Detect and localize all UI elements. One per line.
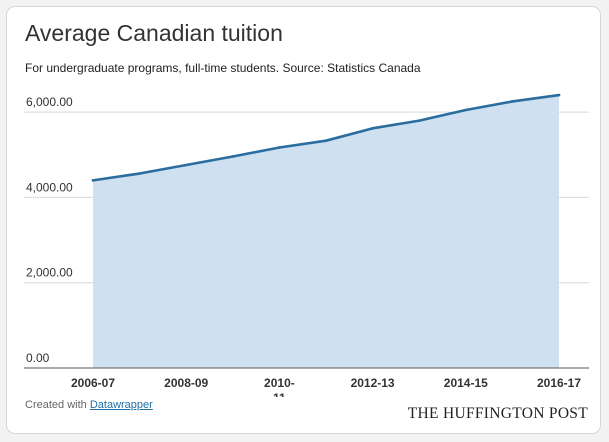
data-point xyxy=(91,179,95,182)
x-tick-label: 2008-09 xyxy=(164,376,208,390)
data-point xyxy=(371,127,374,130)
x-tick-label: 2010-11 xyxy=(264,376,295,397)
chart-title: Average Canadian tuition xyxy=(25,20,283,46)
chart-card: Average Canadian tuition For undergradua… xyxy=(6,6,601,434)
y-tick-label: 4,000.00 xyxy=(26,180,73,194)
credit-prefix: Created with xyxy=(25,399,87,411)
data-point xyxy=(324,139,328,142)
x-tick-label: 2016-17 xyxy=(537,376,581,390)
area-fill xyxy=(93,95,559,368)
data-point xyxy=(184,163,188,167)
chart-subtitle: For undergraduate programs, full-time st… xyxy=(25,61,421,75)
data-point xyxy=(231,155,235,158)
huffington-post-logo: THE HUFFINGTON POST xyxy=(407,405,588,422)
data-point xyxy=(464,108,468,112)
data-point xyxy=(278,146,281,149)
x-tick-label: 2014-15 xyxy=(444,376,488,390)
data-point xyxy=(511,100,514,103)
data-point xyxy=(138,172,141,175)
x-tick-label: 2006-07 xyxy=(71,376,115,390)
data-point xyxy=(417,119,421,122)
area-chart: 0.00 2,000.00 4,000.00 6,000.00 2006-07 2008-… xyxy=(24,93,589,397)
credit-line: Created with Datawrapper xyxy=(25,399,153,411)
y-tick-label: 2,000.00 xyxy=(26,266,73,280)
y-tick-label: 0.00 xyxy=(26,351,50,365)
data-point xyxy=(557,93,561,97)
y-tick-label: 6,000.00 xyxy=(26,95,73,109)
x-tick-label: 2012-13 xyxy=(351,376,395,390)
datawrapper-link[interactable]: Datawrapper xyxy=(89,399,153,411)
